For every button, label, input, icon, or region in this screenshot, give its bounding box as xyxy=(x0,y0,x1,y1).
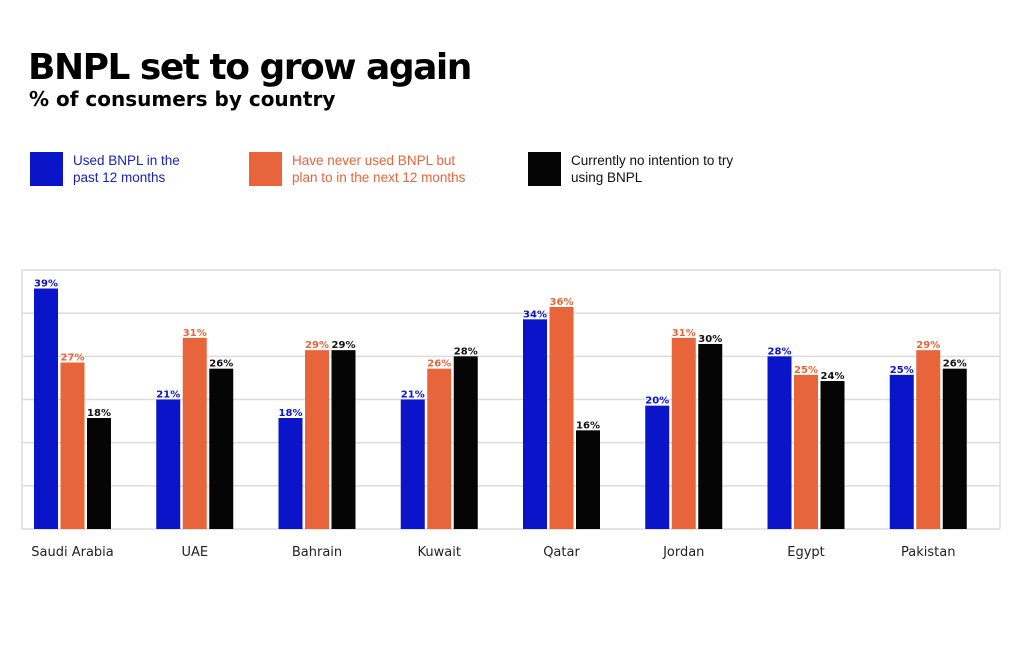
x-tick-label: Qatar xyxy=(543,545,580,560)
legend-label-line: Currently no intention to try xyxy=(571,153,734,168)
legend-label-line: past 12 months xyxy=(73,170,166,185)
x-tick-label: Egypt xyxy=(787,545,825,560)
data-label: 31% xyxy=(183,328,207,339)
data-label: 20% xyxy=(645,396,669,407)
bar xyxy=(549,307,574,529)
data-label: 16% xyxy=(576,420,600,431)
x-tick-label: UAE xyxy=(181,545,208,560)
chart-title: BNPL set to grow again xyxy=(28,47,472,88)
bar xyxy=(820,381,845,529)
data-label: 21% xyxy=(401,390,425,401)
legend-label-used: Used BNPL in the past 12 months xyxy=(73,152,293,186)
legend: Used BNPL in the past 12 months Have nev… xyxy=(30,152,830,192)
data-label: 29% xyxy=(916,340,940,351)
data-label: 27% xyxy=(61,353,85,364)
legend-swatch-plan xyxy=(249,152,282,186)
bar xyxy=(794,374,818,529)
chart-subtitle: % of consumers by country xyxy=(29,87,336,111)
x-tick-label: Jordan xyxy=(662,545,704,560)
data-label: 29% xyxy=(332,340,356,351)
data-label: 29% xyxy=(305,340,329,351)
legend-label-no-intention: Currently no intention to try using BNPL xyxy=(571,152,791,186)
bar xyxy=(209,368,234,529)
bar xyxy=(576,430,600,529)
data-label: 34% xyxy=(523,309,547,320)
legend-label-plan: Have never used BNPL but plan to in the … xyxy=(292,152,512,186)
x-tick-label: Pakistan xyxy=(901,545,955,560)
data-label: 39% xyxy=(34,279,58,290)
legend-item-plan: Have never used BNPL but plan to in the … xyxy=(249,152,512,186)
legend-label-line: Have never used BNPL but xyxy=(292,153,456,168)
data-label: 28% xyxy=(454,346,478,357)
bar xyxy=(942,368,967,529)
data-label: 26% xyxy=(943,359,967,370)
data-label: 31% xyxy=(672,328,696,339)
legend-item-used: Used BNPL in the past 12 months xyxy=(30,152,293,186)
bar xyxy=(305,350,329,529)
bar xyxy=(331,350,356,529)
bar xyxy=(767,356,792,529)
bar xyxy=(698,344,723,529)
data-label: 36% xyxy=(550,297,574,308)
bar xyxy=(523,319,547,529)
bar xyxy=(889,374,914,529)
data-label: 18% xyxy=(279,408,303,419)
bar xyxy=(671,337,696,529)
legend-label-line: plan to in the next 12 months xyxy=(292,170,466,185)
data-label: 21% xyxy=(156,390,180,401)
data-label: 26% xyxy=(427,359,451,370)
bar xyxy=(182,337,207,529)
bar xyxy=(453,356,478,529)
bar xyxy=(427,368,452,529)
data-label: 18% xyxy=(87,408,111,419)
bar xyxy=(34,288,58,529)
legend-item-no-intention: Currently no intention to try using BNPL xyxy=(528,152,791,186)
legend-swatch-no-intention xyxy=(528,152,561,186)
data-label: 25% xyxy=(794,365,818,376)
x-tick-label: Saudi Arabia xyxy=(31,545,114,560)
bar xyxy=(87,418,111,529)
data-label: 24% xyxy=(821,371,845,382)
legend-swatch-used xyxy=(30,152,63,186)
data-label: 28% xyxy=(768,346,792,357)
bar xyxy=(156,399,181,529)
bar xyxy=(60,362,85,529)
data-label: 25% xyxy=(890,365,914,376)
bar xyxy=(645,405,670,529)
data-label: 26% xyxy=(209,359,233,370)
x-tick-label: Bahrain xyxy=(292,545,342,560)
bar xyxy=(278,418,303,529)
bar xyxy=(916,350,941,529)
x-tick-label: Kuwait xyxy=(418,545,461,560)
legend-label-line: Used BNPL in the xyxy=(73,153,180,168)
bar xyxy=(400,399,425,529)
legend-label-line: using BNPL xyxy=(571,170,643,185)
data-label: 30% xyxy=(698,334,722,345)
